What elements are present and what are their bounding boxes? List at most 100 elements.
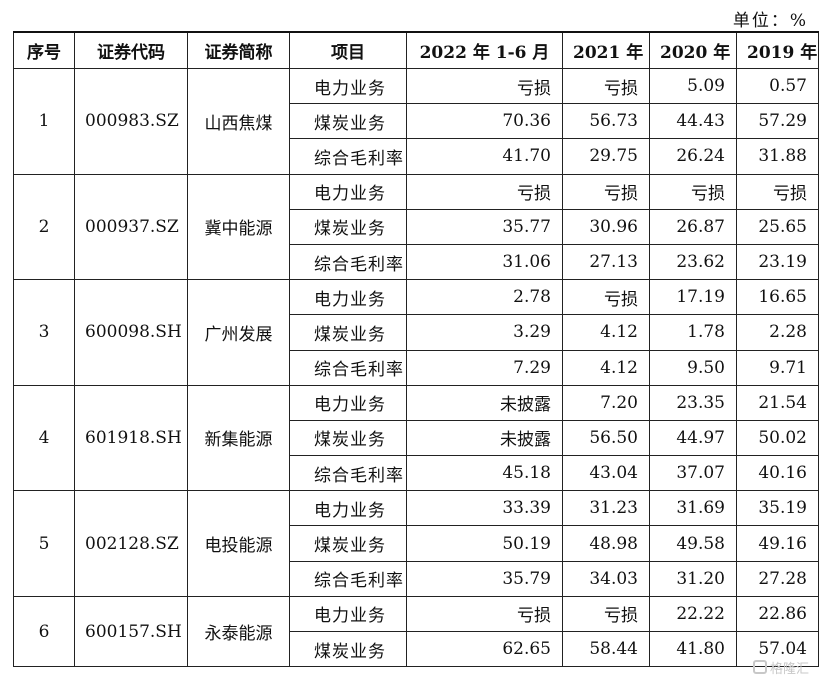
value-cell: 31.88 [736,138,819,175]
header-item: 项目 [289,31,407,69]
value-cell: 70.36 [406,103,563,140]
header-name: 证券简称 [187,31,290,69]
value-cell: 31.06 [406,243,563,281]
value-cell: 亏损 [406,173,563,210]
value-cell: 37.07 [649,455,737,492]
value-cell: 4.12 [562,349,650,386]
value-cell: 7.20 [562,384,650,421]
security-code: 601918.SH [74,384,188,492]
value-cell: 3.29 [406,314,563,351]
gelonghui-logo-icon [753,660,767,674]
item-label: 电力业务 [289,279,407,316]
item-label: 电力业务 [289,67,407,105]
table-row: 煤炭业务 62.65 58.44 41.80 57.04 [14,630,819,668]
value-cell: 23.62 [649,243,737,281]
item-label: 煤炭业务 [289,419,407,457]
value-cell: 35.77 [406,208,563,245]
header-2022h1: 2022 年 1-6 月 [406,31,563,69]
value-cell: 23.35 [649,384,737,421]
company-no: 3 [13,279,75,386]
value-cell: 43.04 [562,455,650,492]
header-row: 序号 证券代码 证券简称 项目 2022 年 1-6 月 2021 年 2020… [13,31,819,69]
value-cell: 33.39 [406,490,563,527]
value-cell: 亏损 [736,173,819,210]
table-row: 煤炭业务 3.29 4.12 1.78 2.28 [14,314,819,351]
value-cell: 7.29 [406,349,563,386]
security-code: 600157.SH [74,595,188,668]
table-row: 3 600098.SH 广州发展 电力业务 2.78 亏损 17.19 16.65 [13,279,819,386]
value-cell: 亏损 [562,173,650,210]
item-label: 电力业务 [289,595,407,633]
value-cell: 亏损 [406,67,563,105]
security-name: 电投能源 [187,490,290,597]
value-cell: 27.28 [736,560,819,597]
value-cell: 亏损 [562,595,650,633]
value-cell: 35.79 [406,560,563,597]
security-name: 冀中能源 [187,173,290,281]
value-cell: 亏损 [649,173,737,210]
item-label: 综合毛利率 [289,349,407,386]
company-no: 5 [13,490,75,597]
value-cell: 50.19 [406,525,563,562]
value-cell: 56.73 [562,103,650,140]
value-cell: 31.69 [649,490,737,527]
security-code: 000983.SZ [74,68,188,175]
item-label: 电力业务 [289,490,407,527]
value-cell: 45.18 [406,455,563,492]
value-cell: 31.20 [649,560,737,597]
value-cell: 58.44 [562,630,650,668]
table-row: 煤炭业务 35.77 30.96 26.87 25.65 [14,208,819,245]
value-cell: 41.70 [406,138,563,175]
header-code: 证券代码 [74,31,188,69]
item-label: 综合毛利率 [289,455,407,492]
value-cell: 57.29 [736,103,819,140]
table-row: 综合毛利率 35.79 34.03 31.20 27.28 [14,560,819,597]
value-cell: 50.02 [736,419,819,457]
value-cell: 9.50 [649,349,737,386]
item-label: 电力业务 [289,384,407,421]
item-label: 综合毛利率 [289,560,407,597]
table-row: 煤炭业务 50.19 48.98 49.58 49.16 [14,525,819,562]
table-body: 1 000983.SZ 山西焦煤 电力业务 亏损 亏损 5.09 0.57 煤炭业务 70.36 5… [13,67,819,668]
item-label: 电力业务 [289,173,407,210]
value-cell: 44.97 [649,419,737,457]
security-name: 永泰能源 [187,595,290,668]
value-cell: 亏损 [562,67,650,105]
value-cell: 56.50 [562,419,650,457]
value-cell: 4.12 [562,314,650,351]
security-code: 002128.SZ [74,490,188,597]
item-label: 综合毛利率 [289,243,407,281]
security-code: 600098.SH [74,279,188,386]
value-cell: 亏损 [406,595,563,633]
item-label: 煤炭业务 [289,208,407,245]
value-cell: 21.54 [736,384,819,421]
value-cell: 49.16 [736,525,819,562]
value-cell: 41.80 [649,630,737,668]
table-row: 综合毛利率 41.70 29.75 26.24 31.88 [14,138,819,175]
value-cell: 34.03 [562,560,650,597]
item-label: 煤炭业务 [289,630,407,668]
header-no: 序号 [13,31,75,69]
value-cell: 35.19 [736,490,819,527]
table-row: 综合毛利率 7.29 4.12 9.50 9.71 [14,349,819,386]
table-row: 5 002128.SZ 电投能源 电力业务 33.39 31.23 31.69 35.19 [13,490,819,597]
value-cell: 23.19 [736,243,819,281]
value-cell: 48.98 [562,525,650,562]
value-cell: 49.58 [649,525,737,562]
security-code: 000937.SZ [74,173,188,281]
company-no: 1 [13,68,75,175]
value-cell: 16.65 [736,279,819,316]
header-2019: 2019 年 [736,31,819,69]
value-cell: 未披露 [406,419,563,457]
header-2020: 2020 年 [649,31,737,69]
value-cell: 22.86 [736,595,819,633]
value-cell: 0.57 [736,67,819,105]
header-2021: 2021 年 [562,31,650,69]
watermark-text: 格隆汇 [770,661,810,677]
value-cell: 27.13 [562,243,650,281]
value-cell: 9.71 [736,349,819,386]
value-cell: 26.24 [649,138,737,175]
value-cell: 25.65 [736,208,819,245]
value-cell: 31.23 [562,490,650,527]
value-cell: 40.16 [736,455,819,492]
